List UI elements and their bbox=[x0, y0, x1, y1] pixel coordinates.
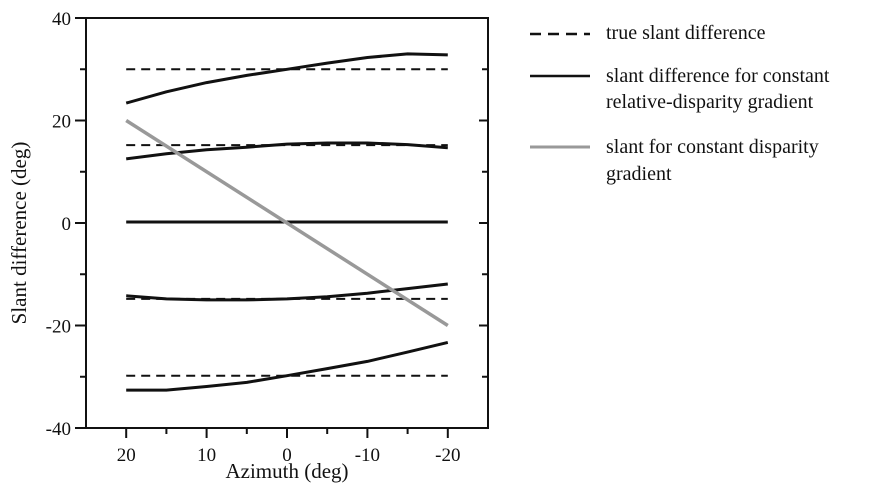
x-tick-label-2: 0 bbox=[282, 445, 292, 466]
legend-label-2-1: gradient bbox=[606, 163, 672, 185]
solid-series-line-5 bbox=[126, 141, 448, 161]
legend-label-2-0: slant for constant disparity bbox=[606, 136, 819, 158]
y-axis-title: Slant difference (deg) bbox=[7, 142, 31, 325]
legend-label-1-0: slant difference for constant bbox=[606, 65, 830, 87]
axes-layer: 20 10 0 -10 -20 -40 -20 0 20 40 bbox=[46, 9, 488, 466]
x-tick-label-0: 20 bbox=[117, 445, 136, 466]
y-tick-label-1: -20 bbox=[46, 317, 71, 338]
series-layer bbox=[125, 52, 449, 392]
legend-label-0-0: true slant difference bbox=[606, 22, 766, 44]
solid-series-line-8 bbox=[126, 340, 449, 392]
x-axis-title: Azimuth (deg) bbox=[225, 459, 348, 483]
x-tick-label-3: -10 bbox=[355, 445, 380, 466]
y-tick-label-0: -40 bbox=[46, 419, 71, 440]
x-tick-label-4: -20 bbox=[435, 445, 460, 466]
gray-series-line-9 bbox=[125, 119, 449, 327]
y-tick-label-2: 0 bbox=[62, 214, 72, 235]
y-tick-label-4: 40 bbox=[52, 9, 71, 30]
legend: true slant difference slant difference fo… bbox=[530, 22, 830, 185]
solid-series-line-7 bbox=[126, 282, 448, 302]
x-tick-label-1: 10 bbox=[197, 445, 216, 466]
legend-label-1-1: relative-disparity gradient bbox=[606, 91, 814, 113]
y-tick-label-3: 20 bbox=[52, 112, 71, 133]
solid-series-line-4 bbox=[125, 52, 448, 105]
